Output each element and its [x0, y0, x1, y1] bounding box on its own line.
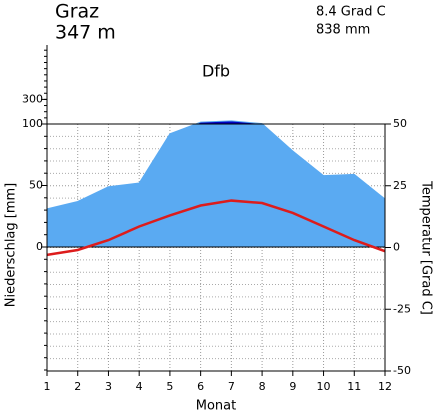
- x-tick-label: 2: [74, 380, 81, 393]
- x-tick-label: 8: [259, 380, 266, 393]
- x-tick-label: 9: [289, 380, 296, 393]
- y2-tick-label: 25: [393, 179, 407, 192]
- y-axis-label: Niederschlag [mm]: [4, 183, 19, 308]
- x-tick-label: 3: [105, 380, 112, 393]
- x-tick-label: 1: [44, 380, 51, 393]
- precip-line: [46, 120, 386, 210]
- x-tick-label: 4: [136, 380, 143, 393]
- precip-fill: [47, 124, 385, 247]
- x-tick-label: 12: [378, 380, 392, 393]
- x-tick-label: 5: [166, 380, 173, 393]
- y2-tick-label: -25: [393, 302, 411, 315]
- climate-class: Dfb: [202, 62, 230, 81]
- y2-tick-label: -50: [393, 364, 411, 377]
- x-tick-label: 7: [228, 380, 235, 393]
- y-tick-label: 100: [22, 117, 43, 130]
- x-axis-label: Monat: [196, 399, 236, 414]
- y2-axis-label: Temperatur [Grad C]: [419, 180, 434, 315]
- y-tick-label: 0: [36, 240, 43, 253]
- y2-tick-label: 50: [393, 117, 407, 130]
- station: Graz: [55, 1, 99, 23]
- y-tick-label: 300: [22, 92, 43, 105]
- x-tick-label: 11: [347, 380, 361, 393]
- mean-temperature: 8.4 Grad C: [316, 5, 386, 20]
- x-tick-label: 6: [197, 380, 204, 393]
- temperature-line: [46, 199, 386, 257]
- y-tick-label: 50: [29, 179, 43, 192]
- x-tick-label: 10: [317, 380, 331, 393]
- y2-tick-label: 0: [393, 241, 400, 254]
- elevation: 347 m: [55, 22, 116, 44]
- annual-precipitation: 838 mm: [316, 23, 370, 38]
